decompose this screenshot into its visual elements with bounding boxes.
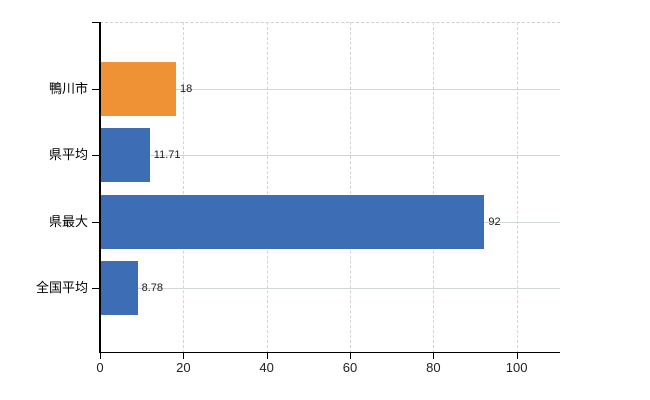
y-axis-tick [92,288,99,289]
bar-県平均 [101,128,150,182]
x-tick-label-60: 60 [342,360,358,375]
x-tick-label-20: 20 [176,360,191,375]
gridline-vertical-100 [516,21,518,353]
x-axis-tick [266,351,268,359]
gridline-vertical-20 [183,21,185,353]
category-label-鴨川市: 鴨川市 [48,80,88,96]
gridline-vertical-40 [266,21,268,353]
gridline-horizontal [100,288,560,289]
y-axis-tick [92,221,99,223]
x-axis-tick [516,351,518,359]
gridline-horizontal [100,88,560,90]
x-axis-line [99,351,560,353]
x-axis-tick [100,351,101,359]
y-axis-top-tick [92,21,99,23]
y-axis-tick [92,155,99,156]
x-tick-label-0: 0 [96,360,104,375]
y-axis-tick [92,88,99,90]
x-axis-tick [433,351,435,359]
y-axis-line [99,21,101,353]
x-tick-label-100: 100 [505,360,528,375]
gridline-vertical-60 [350,21,351,353]
category-label-全国平均: 全国平均 [35,280,88,295]
x-axis-tick [183,351,185,359]
bar-全国平均 [101,261,138,315]
x-axis-tick [350,351,351,359]
x-tick-label-80: 80 [426,360,441,375]
gridline-top [100,21,560,23]
bar-value-label: 11.71 [153,149,181,161]
category-label-県平均: 県平均 [48,147,88,162]
bar-鴨川市 [101,61,176,116]
bar-県最大 [101,194,485,249]
category-label-県最大: 県最大 [48,213,88,229]
x-tick-label-40: 40 [259,360,274,375]
gridline-vertical-80 [433,21,435,353]
bar-value-label: 8.78 [141,282,163,294]
gridline-horizontal [100,155,560,156]
bar-value-label: 18 [180,82,193,95]
bar-value-label: 92 [488,215,501,228]
